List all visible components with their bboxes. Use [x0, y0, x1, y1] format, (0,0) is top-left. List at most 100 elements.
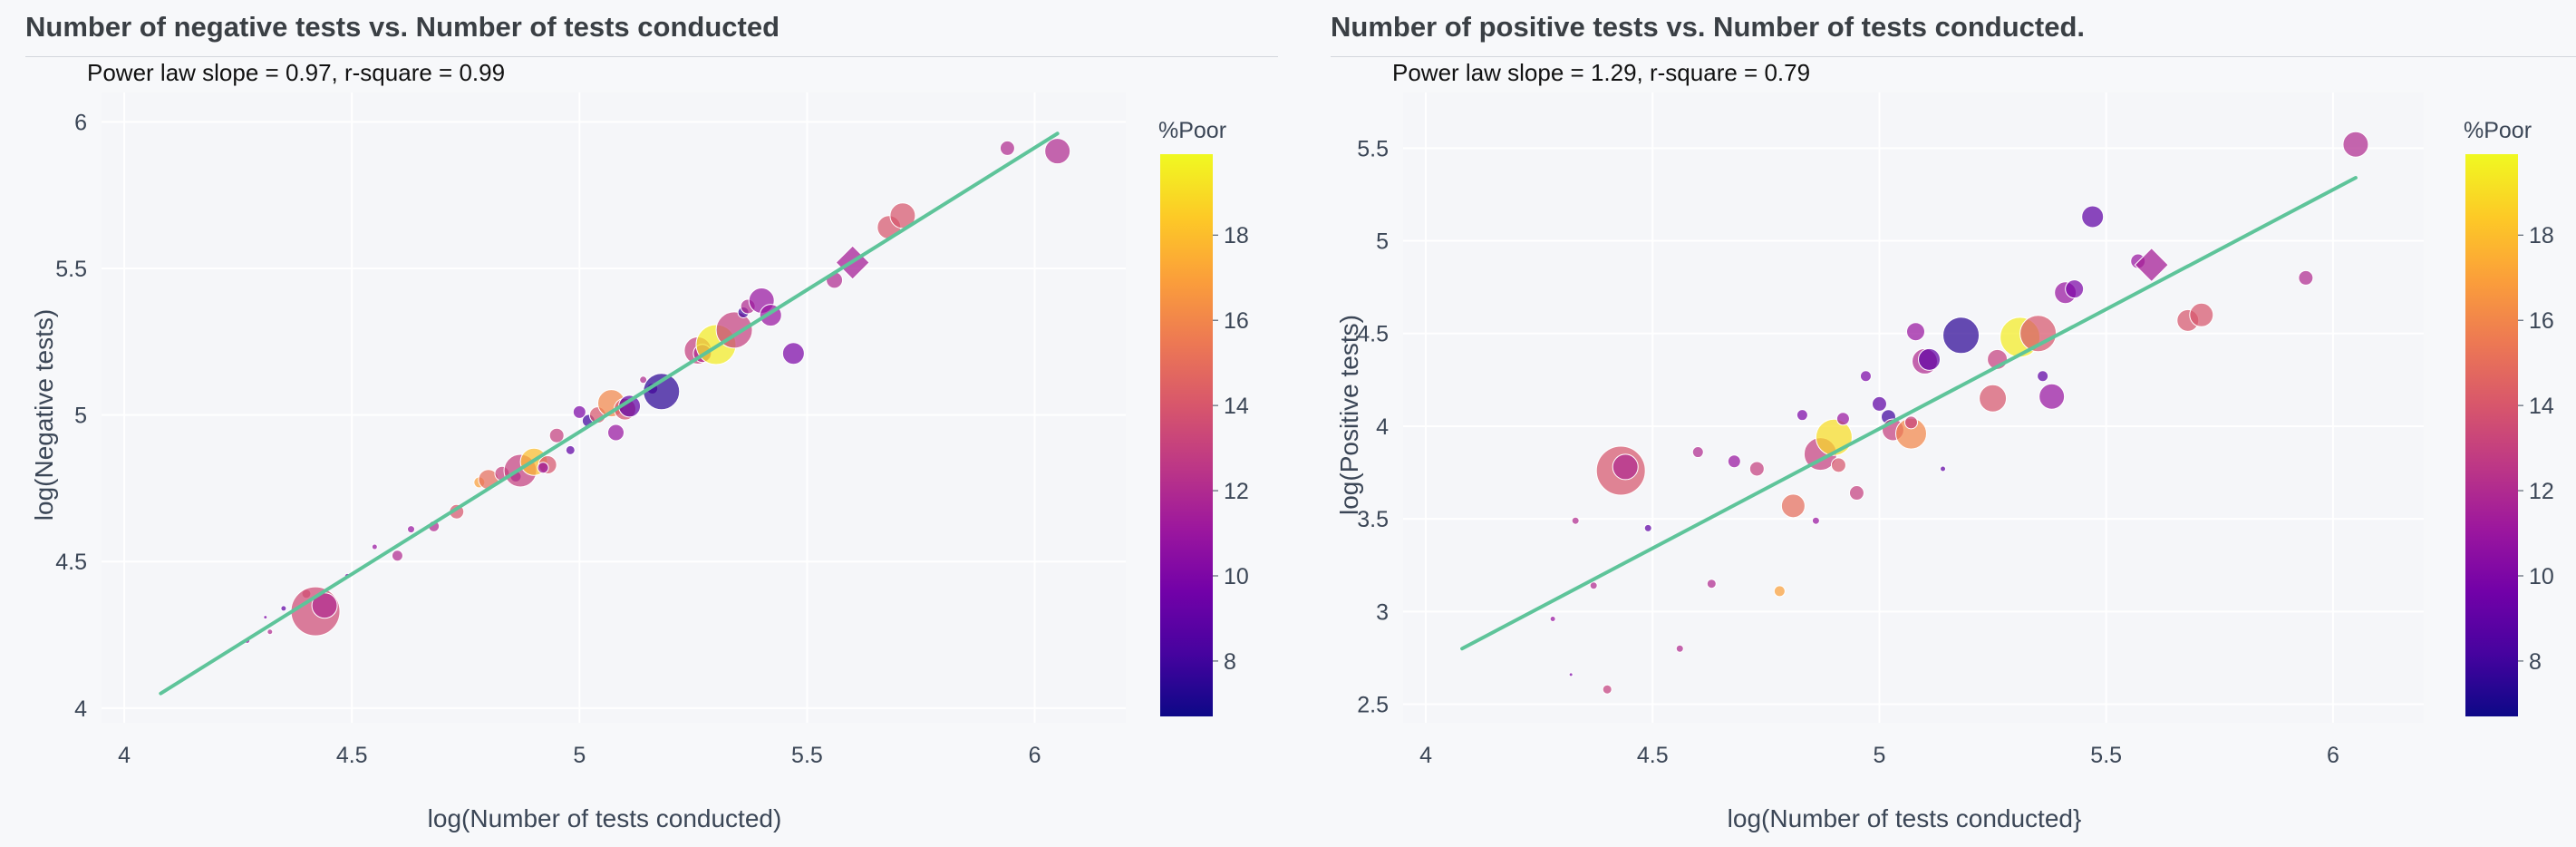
x-tick-label: 4.5 [336, 743, 368, 768]
data-point[interactable] [280, 605, 287, 612]
data-point[interactable] [371, 543, 378, 550]
data-point[interactable] [1568, 672, 1574, 677]
data-point[interactable] [1979, 384, 2008, 413]
data-point[interactable] [1859, 370, 1872, 383]
data-point[interactable] [2081, 205, 2105, 229]
y-tick-label: 4.5 [55, 550, 87, 575]
colorbar-tick-label: 18 [1224, 223, 1249, 248]
data-point[interactable] [1612, 453, 1639, 481]
panel-title: Number of positive tests vs. Number of t… [1331, 11, 2085, 43]
colorbar-tick-label: 16 [1224, 308, 1249, 334]
x-tick-label: 6 [2327, 743, 2339, 768]
data-point-diamond[interactable] [2134, 247, 2169, 283]
data-point[interactable] [266, 628, 274, 636]
data-point[interactable] [2039, 383, 2066, 410]
x-tick-label: 5 [573, 743, 586, 768]
chart-panel-positive: Number of positive tests vs. Number of t… [1305, 0, 2576, 847]
scatter-chart-positive[interactable]: 4 4.5 5 5.5 6 2.5 3 3.5 4 4.5 5 5.5 Power law slope … [1305, 0, 2576, 847]
y-tick-label: 5.5 [55, 257, 87, 282]
data-point[interactable] [1903, 415, 1918, 430]
x-tick-label: 6 [1029, 743, 1041, 768]
chart-panel-negative: Number of negative tests vs. Number of t… [0, 0, 1278, 847]
data-point[interactable] [1691, 446, 1704, 459]
x-axis-title: log(Number of tests conducted) [428, 804, 782, 832]
data-point[interactable] [2037, 370, 2049, 383]
data-point[interactable] [1848, 485, 1864, 501]
y-tick-label: 5.5 [1357, 136, 1389, 161]
power-law-fit-line [1460, 176, 2358, 651]
colorbar-tick-label: 12 [1224, 479, 1249, 504]
data-point[interactable] [1871, 395, 1887, 412]
data-point[interactable] [407, 525, 416, 534]
y-axis-title: log(Negative tests) [30, 309, 58, 521]
data-point[interactable] [2189, 302, 2214, 327]
data-point[interactable] [2298, 269, 2314, 286]
data-point[interactable] [2065, 279, 2085, 299]
data-point[interactable] [1835, 412, 1850, 426]
data-point[interactable] [1748, 461, 1765, 477]
data-point[interactable] [1571, 516, 1580, 525]
data-point[interactable] [572, 404, 586, 419]
data-point[interactable] [1811, 516, 1820, 525]
data-point[interactable] [1549, 616, 1556, 623]
data-point[interactable] [1643, 523, 1652, 532]
data-point[interactable] [548, 427, 565, 443]
data-point[interactable] [1906, 322, 1926, 342]
data-point[interactable] [1942, 316, 1980, 355]
x-tick-label: 5.5 [2090, 743, 2122, 768]
data-point[interactable] [1918, 347, 1942, 371]
colorbar-tick-label: 14 [2529, 394, 2554, 419]
data-point[interactable] [1589, 581, 1598, 590]
x-tick-label: 4 [1419, 743, 1432, 768]
colorbar-title: %Poor [1158, 118, 1226, 143]
y-tick-label: 6 [74, 110, 87, 135]
x-tick-label: 4 [118, 743, 131, 768]
x-tick-label: 5.5 [791, 743, 823, 768]
power-law-fit-line [159, 131, 1060, 696]
data-point[interactable] [1706, 579, 1717, 589]
fit-annotation: Power law slope = 1.29, r-square = 0.79 [1392, 59, 1810, 86]
data-point[interactable] [639, 375, 648, 385]
colorbar-tick-label: 14 [1224, 394, 1249, 419]
y-tick-label: 4 [74, 696, 87, 722]
title-divider [1331, 56, 2576, 57]
y-tick-label: 2.5 [1357, 693, 1389, 718]
data-point[interactable] [999, 140, 1015, 156]
data-point[interactable] [607, 424, 625, 442]
colorbar [1160, 154, 1213, 716]
data-point[interactable] [1773, 585, 1786, 598]
x-tick-label: 4.5 [1637, 743, 1669, 768]
colorbar [2465, 154, 2518, 716]
colorbar-tick-label: 18 [2529, 223, 2554, 248]
data-point[interactable] [781, 342, 805, 365]
colorbar-tick-label: 10 [1224, 564, 1249, 589]
data-point[interactable] [391, 550, 403, 562]
data-point[interactable] [565, 444, 576, 455]
data-point[interactable] [1602, 684, 1612, 695]
y-tick-label: 5 [1376, 229, 1389, 255]
data-point[interactable] [1940, 465, 1947, 472]
fit-annotation: Power law slope = 0.97, r-square = 0.99 [87, 59, 505, 86]
points-layer [1459, 131, 2369, 695]
colorbar-title: %Poor [2464, 118, 2532, 143]
data-point[interactable] [263, 615, 268, 620]
data-point[interactable] [1780, 493, 1806, 519]
plot-area [1403, 92, 2424, 723]
data-point[interactable] [2342, 131, 2369, 158]
data-point[interactable] [1044, 138, 1071, 165]
colorbar-tick-label: 10 [2529, 564, 2554, 589]
title-divider [25, 56, 1278, 57]
y-tick-label: 4.5 [1357, 322, 1389, 347]
data-point[interactable] [1796, 409, 1808, 422]
data-point[interactable] [537, 462, 549, 474]
colorbar-tick-label: 8 [1224, 649, 1236, 675]
data-point[interactable] [1727, 454, 1741, 469]
y-axis-title: log(Positive tests) [1335, 315, 1363, 515]
data-point[interactable] [1830, 457, 1846, 473]
data-point[interactable] [1815, 418, 1853, 456]
panel-title: Number of negative tests vs. Number of t… [25, 11, 780, 43]
x-axis-title: log(Number of tests conducted} [1728, 804, 2082, 832]
data-point[interactable] [1675, 644, 1684, 653]
